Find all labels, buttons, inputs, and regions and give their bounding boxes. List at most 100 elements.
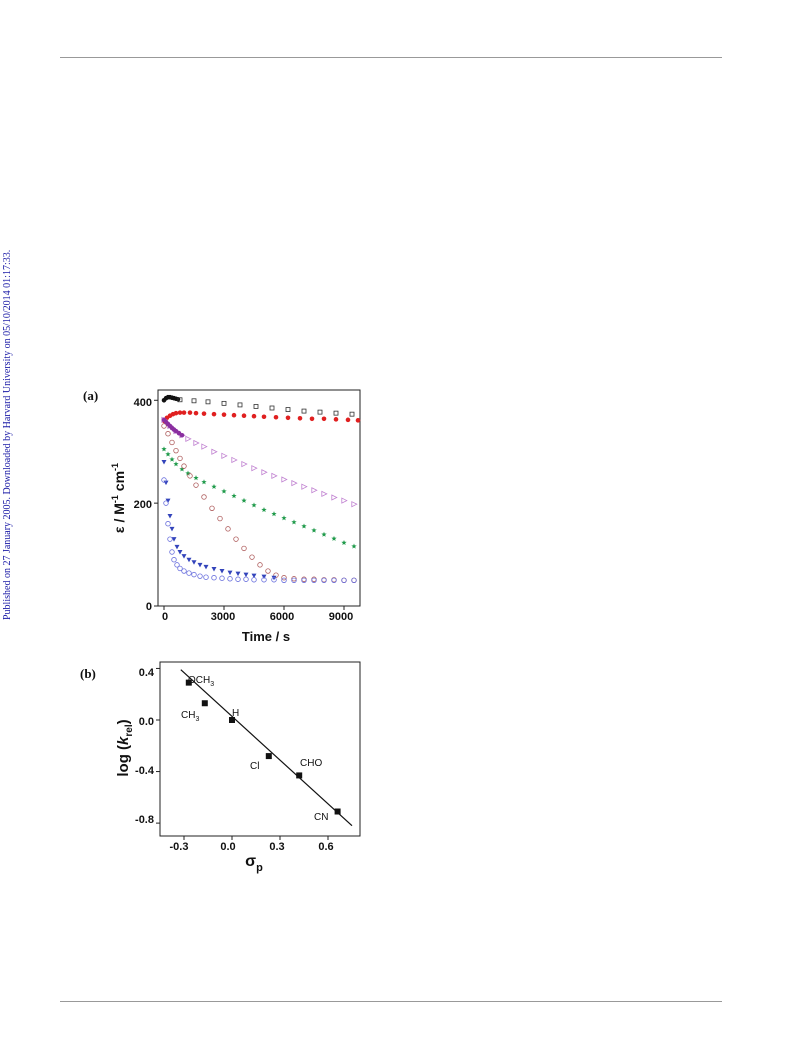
b-ytick-0.4: 0.4 [139,667,155,679]
a-series-4-point-13 [261,507,267,513]
a-series-7-point-2 [165,521,171,527]
a-series-4-point-22 [351,543,357,549]
a-series-7-point-6 [174,562,180,568]
a-series-6-point-7 [177,550,183,555]
a-series-6-point-11 [197,562,203,568]
a-series-5-point-16 [265,568,271,574]
a-series-6-point-12 [203,564,209,570]
a-xtick-3000: 3000 [211,611,235,623]
a-series-7-point-9 [186,570,192,576]
label-och3: OCH3 [188,675,214,688]
a-series-5-point-17 [273,572,279,578]
a-series-3-point-9 [231,456,238,464]
a-series-5-point-4 [177,455,183,462]
a-series-7-point-16 [235,576,241,582]
a-series-7-point-8 [181,568,187,574]
a-series-3-point-17 [311,487,318,494]
a-series-4-point-12 [251,502,257,508]
a-series-2-point-5 [177,410,183,415]
a-series-5-point-19 [291,576,297,582]
a-series-7-point-26 [331,577,337,583]
a-series-6-point-14 [219,569,225,574]
a-series-7-point-11 [197,573,203,579]
a-series-4-point-11 [241,497,247,503]
a-series-4-point-15 [281,515,287,521]
b-point-0 [185,679,192,686]
a-series-7-point-13 [211,575,217,581]
a-xtick-9000: 9000 [329,611,353,623]
a-series-7-point-17 [243,576,249,582]
a-ytick-400: 400 [134,397,152,409]
a-series-4-point-10 [231,493,237,499]
a-series-2-point-10 [211,411,217,417]
a-series-3-point-19 [331,494,338,501]
a-series-5-point-18 [281,575,287,581]
a-series-3-point-13 [271,472,278,480]
a-series-3-point-8 [221,452,228,459]
a-series-5-point-0 [161,423,167,429]
a-series-2-point-18 [297,415,303,421]
a-series-1-point-0 [177,397,183,403]
b-point-5 [334,808,341,815]
label-cn: CN [314,812,328,823]
a-series-2-point-16 [273,414,279,420]
b-x-axis-title: σp [245,853,263,874]
a-series-6-point-10 [191,560,197,565]
header-rule [60,57,722,58]
a-series-8-point-8 [179,432,185,438]
a-series-3-point-5 [193,439,200,447]
a-series-6-point-3 [167,514,173,519]
label-ch3: CH3 [181,710,199,723]
a-series-5-point-3 [173,447,179,454]
a-series-4-point-7 [201,479,207,485]
a-x-axis-title: Time / s [242,629,290,644]
a-series-7-point-4 [169,549,175,555]
a-series-2-point-13 [241,413,247,419]
a-series-4-point-6 [193,475,199,481]
a-series-3-point-20 [341,497,348,504]
a-series-3-point-6 [201,443,208,450]
a-series-2-point-6 [181,410,187,415]
a-series-1-point-5 [253,404,259,409]
a-series-6-point-1 [163,480,169,486]
a-series-3-point-16 [301,483,308,490]
a-series-2-point-7 [187,410,193,415]
a-series-4-point-20 [331,535,337,541]
panel-a-ticks [154,399,345,610]
a-series-7-point-15 [227,576,233,582]
footer-rule [60,1001,722,1002]
a-series-2-point-21 [333,417,339,422]
a-series-1-point-9 [317,409,323,415]
a-series-6-point-15 [227,570,233,576]
a-series-1-point-3 [221,400,227,406]
regression-line [180,669,353,827]
a-series-4-point-0 [161,446,167,452]
a-series-5-point-14 [249,554,255,560]
a-series-6-point-5 [171,537,177,542]
a-series-8 [161,417,185,438]
a-series-5-point-13 [241,545,247,552]
a-series-1-point-4 [237,402,243,408]
a-series-2-point-14 [251,413,257,419]
a-series-3-point-7 [211,448,218,455]
b-xtick-0.0: 0.0 [220,841,235,853]
a-series-6-point-2 [165,498,171,504]
a-series-2-point-8 [193,410,199,416]
a-series-5-point-12 [233,536,239,542]
b-y-axis-title: log (krel) [115,719,135,776]
a-series-7-point-5 [171,557,177,563]
a-series-7-point-12 [203,574,209,580]
b-ytick-0.0: 0.0 [139,716,154,728]
a-series-7-point-18 [251,577,257,583]
a-series-6-point-17 [243,572,249,578]
a-xtick-6000: 6000 [270,611,294,623]
panel-b-label: (b) [80,666,96,681]
a-series-1-point-1 [191,398,197,404]
a-series-2-point-15 [261,414,267,420]
a-series-6-point-16 [235,571,241,577]
a-series-2 [161,410,361,424]
a-series-5-point-1 [165,431,171,437]
a-series-5-point-11 [225,526,231,532]
a-series-6 [161,460,277,581]
